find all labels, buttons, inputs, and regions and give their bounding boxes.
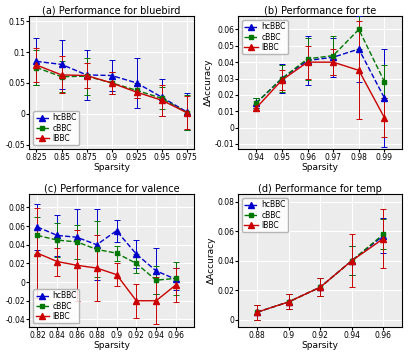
Title: (c) Performance for valence: (c) Performance for valence <box>44 184 180 194</box>
Legend: hcBBC, cBBC, lBBC: hcBBC, cBBC, lBBC <box>33 111 79 145</box>
Legend: hcBBC, cBBC, lBBC: hcBBC, cBBC, lBBC <box>33 289 79 323</box>
X-axis label: Sparsity: Sparsity <box>302 163 339 172</box>
X-axis label: Sparsity: Sparsity <box>93 163 130 172</box>
Y-axis label: ΔAccuracy: ΔAccuracy <box>204 59 213 106</box>
Title: (d) Performance for temp: (d) Performance for temp <box>258 184 382 194</box>
X-axis label: Sparsity: Sparsity <box>93 341 130 350</box>
Legend: hcBBC, cBBC, lBBC: hcBBC, cBBC, lBBC <box>242 20 288 54</box>
Y-axis label: ΔAccuracy: ΔAccuracy <box>207 237 216 284</box>
X-axis label: Sparsity: Sparsity <box>302 341 339 350</box>
Title: (a) Performance for bluebird: (a) Performance for bluebird <box>42 6 181 16</box>
Legend: hcBBC, cBBC, lBBC: hcBBC, cBBC, lBBC <box>242 198 288 232</box>
Title: (b) Performance for rte: (b) Performance for rte <box>264 6 377 16</box>
